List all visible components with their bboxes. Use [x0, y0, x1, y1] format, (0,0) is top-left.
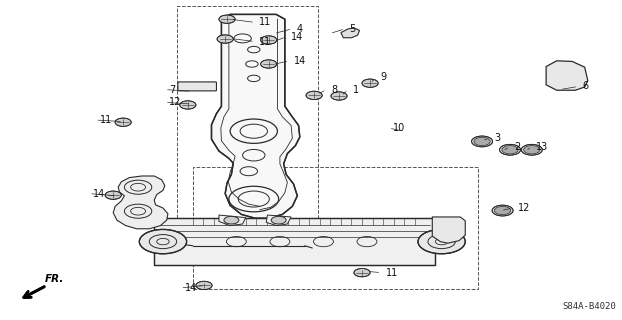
- Polygon shape: [113, 176, 168, 229]
- Circle shape: [492, 205, 513, 216]
- Circle shape: [331, 92, 347, 100]
- Text: 9: 9: [381, 72, 387, 83]
- Circle shape: [139, 229, 187, 254]
- Polygon shape: [211, 14, 300, 218]
- Polygon shape: [341, 28, 360, 38]
- Circle shape: [354, 268, 370, 277]
- Circle shape: [502, 146, 518, 154]
- Circle shape: [418, 229, 465, 254]
- Text: 6: 6: [583, 81, 589, 92]
- Circle shape: [219, 15, 235, 23]
- Text: 2: 2: [514, 141, 521, 152]
- Circle shape: [105, 191, 121, 199]
- Circle shape: [180, 101, 196, 109]
- Text: 4: 4: [297, 24, 303, 34]
- Text: 8: 8: [331, 84, 337, 95]
- Circle shape: [271, 216, 286, 224]
- Text: S84A-B4020: S84A-B4020: [562, 302, 616, 311]
- Circle shape: [362, 79, 378, 87]
- Text: 12: 12: [518, 203, 530, 213]
- Circle shape: [196, 281, 212, 290]
- Text: 12: 12: [169, 97, 182, 108]
- Text: 14: 14: [290, 32, 303, 42]
- Text: 3: 3: [494, 133, 500, 143]
- Bar: [177, 6, 318, 232]
- Text: 10: 10: [393, 123, 406, 133]
- Text: 14: 14: [294, 56, 306, 66]
- Polygon shape: [219, 215, 246, 226]
- Circle shape: [521, 144, 542, 155]
- Bar: [193, 167, 478, 289]
- Text: 14: 14: [185, 283, 197, 293]
- FancyBboxPatch shape: [178, 82, 216, 91]
- Circle shape: [217, 35, 233, 43]
- Text: FR.: FR.: [45, 274, 64, 284]
- Circle shape: [261, 36, 277, 44]
- Circle shape: [471, 136, 493, 147]
- Text: 7: 7: [169, 84, 175, 95]
- Text: 5: 5: [350, 24, 356, 34]
- Circle shape: [499, 144, 521, 155]
- Text: 1: 1: [353, 84, 359, 95]
- Circle shape: [224, 216, 239, 224]
- Circle shape: [306, 91, 322, 100]
- Circle shape: [261, 60, 277, 68]
- Text: 13: 13: [536, 141, 549, 152]
- Circle shape: [474, 137, 490, 146]
- Circle shape: [494, 206, 511, 215]
- Polygon shape: [432, 217, 465, 243]
- Circle shape: [115, 118, 131, 126]
- Text: 11: 11: [386, 268, 398, 278]
- Text: 11: 11: [259, 17, 272, 28]
- Text: 11: 11: [100, 115, 112, 125]
- Text: 11: 11: [259, 36, 272, 47]
- Polygon shape: [154, 218, 435, 265]
- Circle shape: [524, 146, 540, 154]
- Polygon shape: [266, 215, 291, 226]
- Polygon shape: [546, 61, 588, 90]
- Text: 14: 14: [93, 188, 106, 199]
